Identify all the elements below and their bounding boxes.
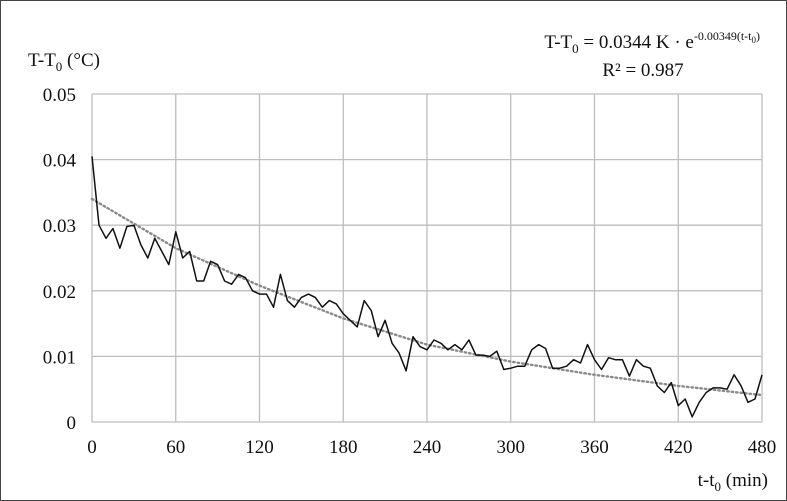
y-label-main: T-T	[28, 50, 56, 71]
y-label-sub: 0	[56, 59, 63, 74]
equation: T-T0 = 0.0344 K · e-0.00349(t-t0)	[544, 29, 760, 56]
eq-lhs-sub: 0	[572, 41, 579, 56]
eq-mid: = 0.0344 K · e	[579, 32, 694, 53]
eq-exp: -0.00349(t-t	[694, 29, 752, 43]
x-label-main: t-t	[698, 470, 716, 491]
y-tick-label: 0	[67, 413, 77, 434]
data-line	[91, 156, 763, 418]
y-tick-label: 0.05	[43, 85, 76, 106]
x-tick-label: 60	[166, 437, 185, 458]
r-squared: R² = 0.987	[602, 60, 683, 81]
x-tick-label: 360	[580, 437, 609, 458]
x-tick-label: 300	[497, 437, 526, 458]
y-tick-label: 0.01	[43, 347, 76, 368]
x-label-sub: 0	[715, 479, 722, 494]
x-axis-title: t-t0 (min)	[698, 470, 768, 494]
x-tick-label: 480	[748, 437, 777, 458]
x-label-unit: (min)	[721, 470, 768, 491]
x-tick-label: 240	[413, 437, 442, 458]
eq-lhs: T-T	[544, 32, 572, 53]
y-tick-label: 0.03	[43, 216, 76, 237]
x-tick-label: 0	[87, 437, 97, 458]
y-label-unit: (°C)	[62, 50, 100, 71]
x-tick-label: 420	[664, 437, 693, 458]
eq-exp-end: )	[756, 29, 760, 43]
trend-line	[90, 197, 764, 397]
x-tick-label: 180	[329, 437, 358, 458]
x-tick-label: 120	[245, 437, 274, 458]
y-tick-label: 0.02	[43, 282, 76, 303]
y-tick-label: 0.04	[43, 151, 77, 172]
y-axis-title: T-T0 (°C)	[28, 50, 100, 74]
eq-exp-sub: 0	[752, 35, 757, 45]
